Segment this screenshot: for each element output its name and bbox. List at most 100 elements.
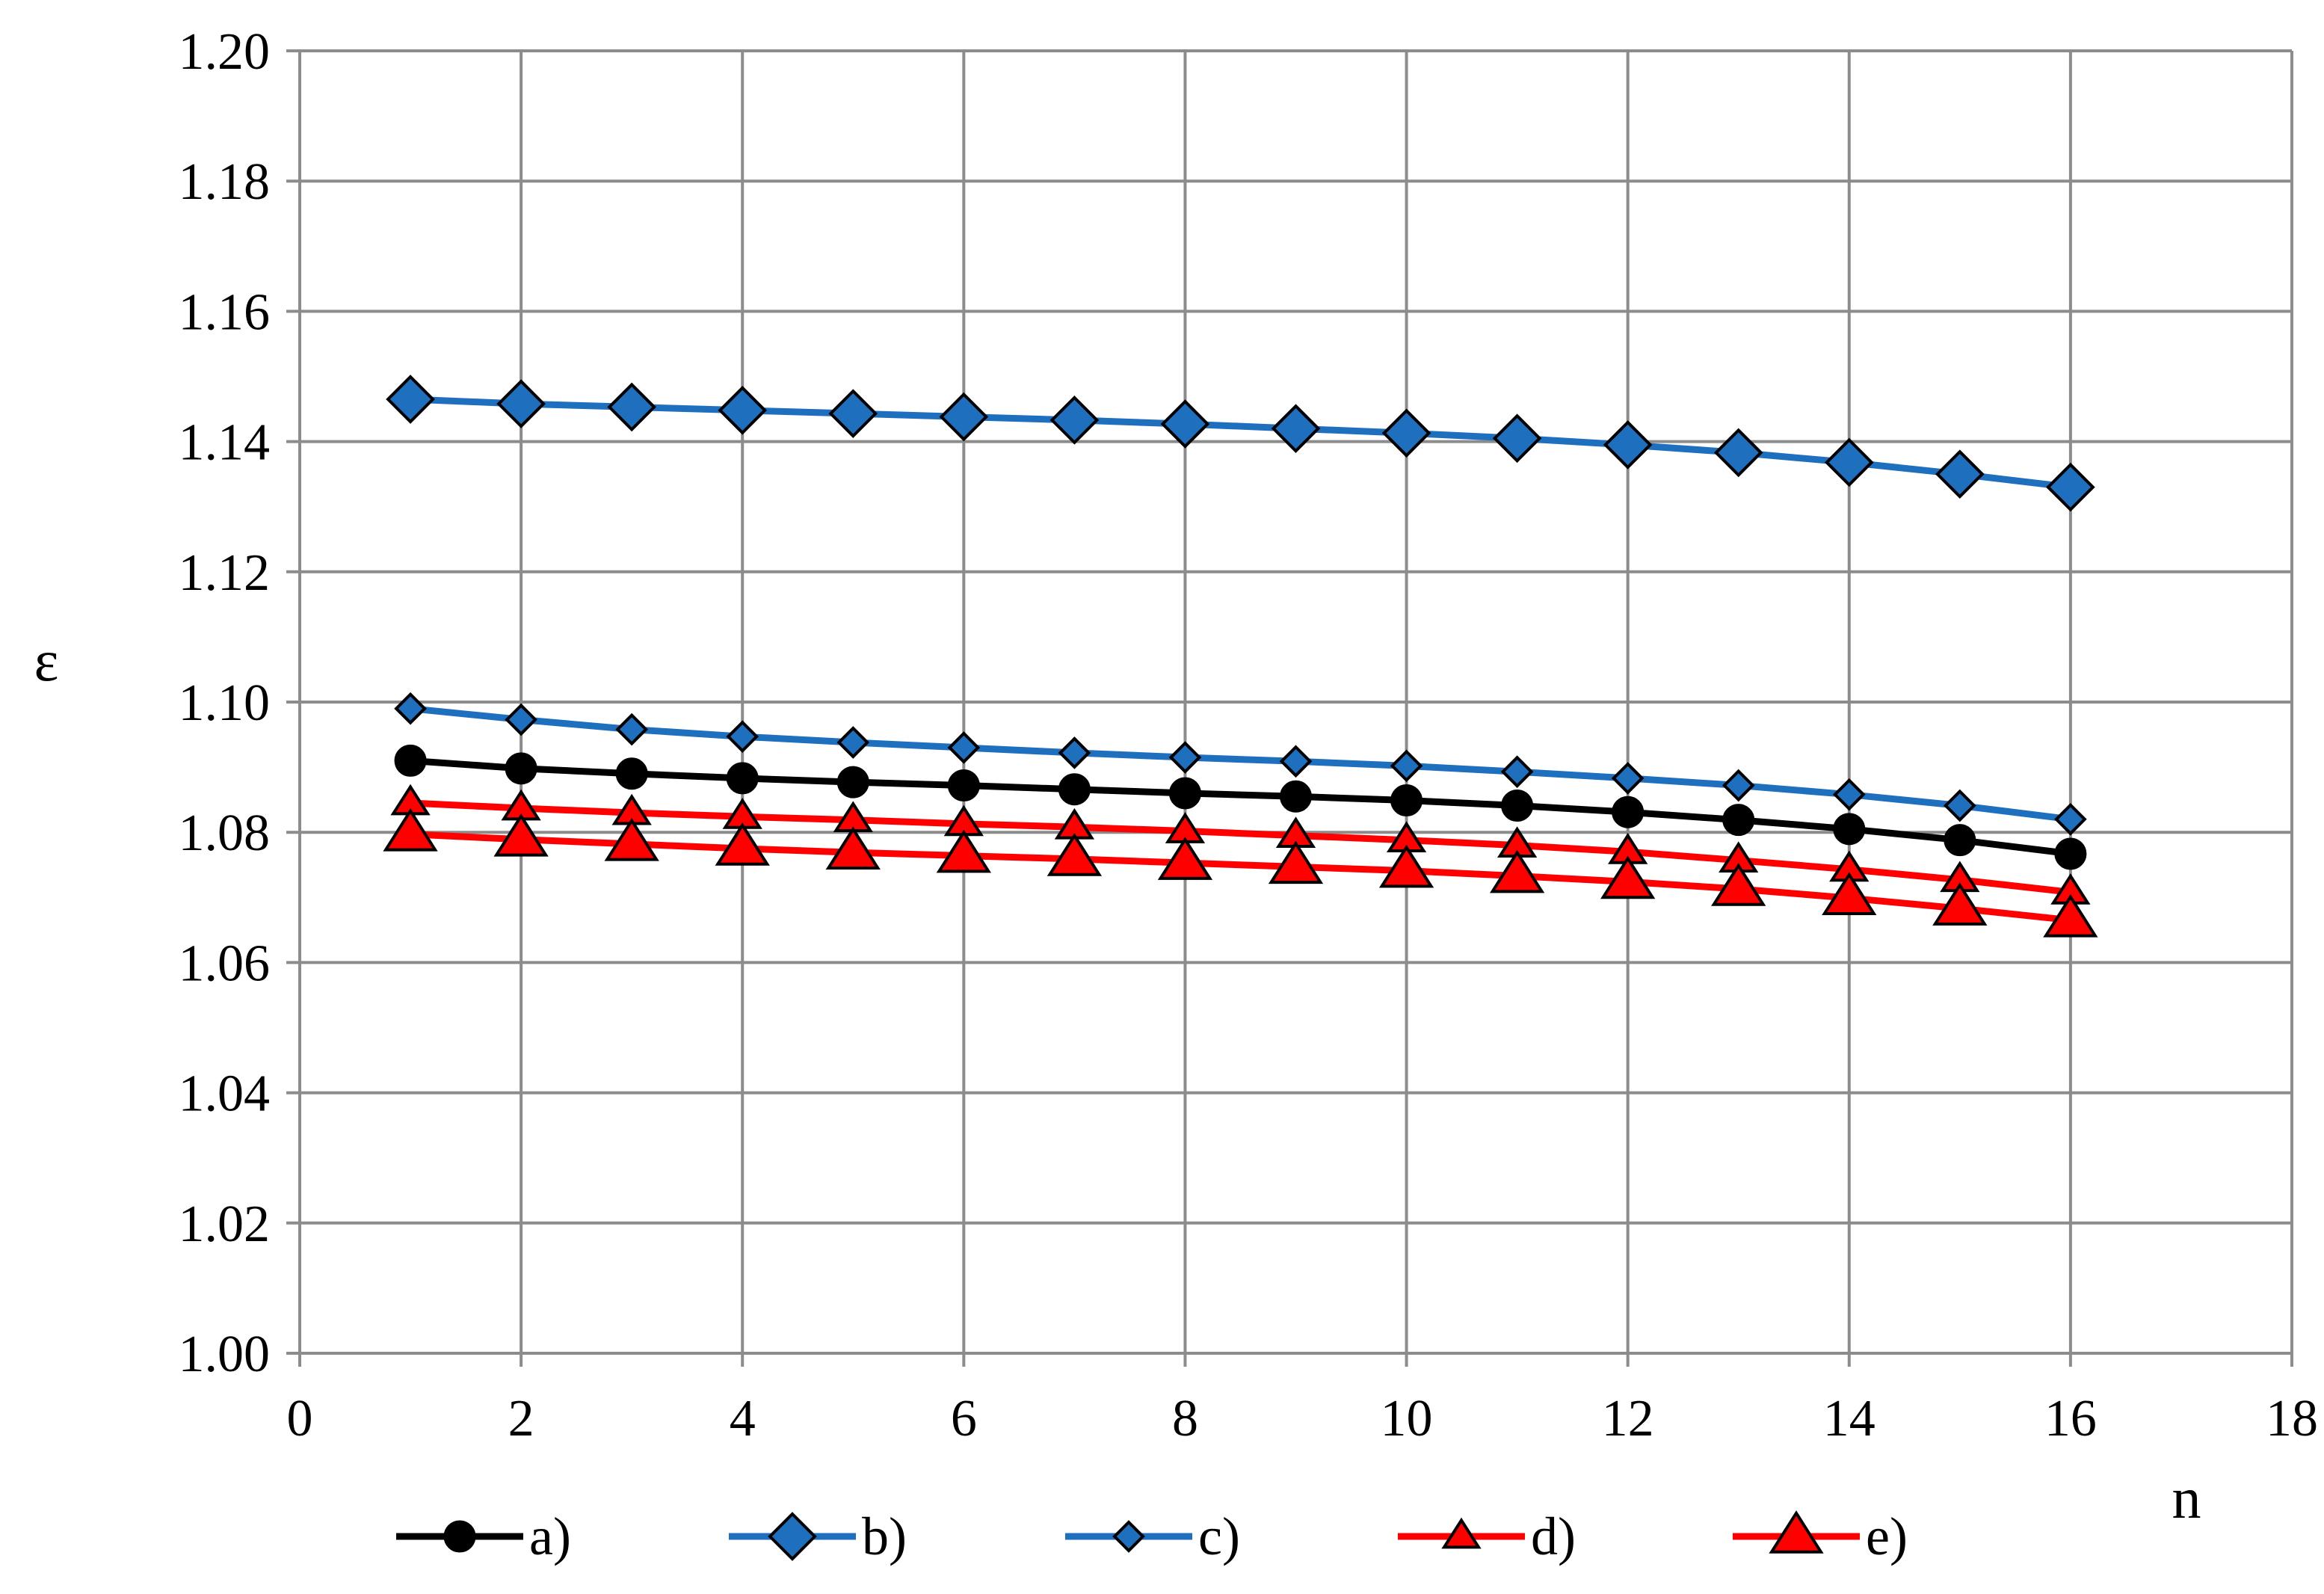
y-tick-label: 1.08 bbox=[179, 804, 271, 862]
series-0-point bbox=[836, 766, 869, 798]
series-0-point bbox=[1390, 784, 1423, 817]
series-line-3 bbox=[410, 799, 2071, 896]
legend-label: e) bbox=[1866, 1507, 1908, 1566]
series-1-point bbox=[1713, 428, 1763, 478]
series-line-2 bbox=[410, 705, 2071, 823]
series-2-point bbox=[505, 703, 537, 736]
series-1-point bbox=[718, 385, 768, 435]
series-1-point bbox=[1935, 449, 1985, 499]
series-2-point bbox=[1611, 762, 1645, 795]
series-2-point bbox=[1279, 745, 1313, 778]
legend-item: a) bbox=[396, 1507, 571, 1566]
x-axis-label: n bbox=[2172, 1465, 2201, 1530]
legend-label: d) bbox=[1531, 1507, 1576, 1566]
series-2-point bbox=[1832, 778, 1866, 811]
series-2-point bbox=[394, 692, 427, 725]
legend-marker bbox=[1112, 1520, 1145, 1553]
series-0-point bbox=[1168, 777, 1201, 810]
series-2-point bbox=[1168, 741, 1202, 774]
y-tick-label: 1.18 bbox=[179, 153, 271, 211]
legend-label: c) bbox=[1198, 1507, 1240, 1566]
x-tick-label: 2 bbox=[508, 1390, 534, 1447]
x-tick-label: 8 bbox=[1172, 1390, 1198, 1447]
series-4-point bbox=[493, 813, 549, 857]
series-2-point bbox=[1722, 769, 1755, 802]
series-4-point bbox=[1157, 837, 1213, 880]
series-4-point bbox=[936, 829, 991, 873]
series-4-point bbox=[1378, 844, 1434, 888]
y-tick-label: 1.06 bbox=[179, 935, 271, 992]
series-0-point bbox=[615, 757, 648, 790]
legend-marker bbox=[443, 1520, 476, 1553]
series-markers bbox=[383, 375, 2098, 938]
series-2-point bbox=[1058, 736, 1091, 769]
legend-item: e) bbox=[1733, 1507, 1908, 1566]
legend-marker bbox=[1769, 1510, 1824, 1554]
x-tick-label: 6 bbox=[951, 1390, 977, 1447]
y-tick-label: 1.02 bbox=[179, 1196, 271, 1253]
x-tick-label: 14 bbox=[1823, 1390, 1875, 1447]
series-1-point bbox=[1050, 396, 1100, 445]
x-tick-label: 10 bbox=[1381, 1390, 1433, 1447]
series-0-point bbox=[1944, 824, 1976, 857]
series-1-point bbox=[1271, 404, 1321, 454]
series-1-point bbox=[496, 379, 546, 428]
series-line-1 bbox=[410, 396, 2071, 491]
y-tick-label: 1.14 bbox=[179, 414, 271, 472]
series-0-point bbox=[947, 769, 980, 801]
series-2-point bbox=[836, 726, 870, 759]
y-tick-label: 1.00 bbox=[179, 1326, 271, 1383]
series-0-point bbox=[726, 762, 759, 795]
series-line-4 bbox=[410, 831, 2071, 924]
series-0-point bbox=[1833, 813, 1866, 846]
y-tick-label: 1.10 bbox=[179, 674, 271, 732]
series-0-point bbox=[394, 744, 427, 777]
series-1-point bbox=[2046, 462, 2095, 512]
series-4-point bbox=[1600, 855, 1656, 899]
legend-label: a) bbox=[529, 1507, 571, 1566]
legend-item: d) bbox=[1398, 1507, 1576, 1566]
series-2-point bbox=[615, 713, 648, 746]
series-0-point bbox=[1501, 789, 1534, 822]
series-1-point bbox=[607, 382, 656, 432]
legend-label: b) bbox=[862, 1507, 907, 1566]
series-4-point bbox=[1822, 872, 1877, 915]
series-4-point bbox=[1932, 882, 1988, 926]
series-0-point bbox=[1722, 804, 1755, 837]
series-2-point bbox=[1500, 755, 1534, 789]
x-tick-label: 0 bbox=[287, 1390, 313, 1447]
series-4-point bbox=[383, 807, 438, 852]
x-tick-label: 16 bbox=[2044, 1390, 2097, 1447]
series-2-point bbox=[2054, 802, 2087, 836]
grid-lines bbox=[286, 49, 2293, 1367]
x-tick-label: 18 bbox=[2266, 1390, 2318, 1447]
series-2-point bbox=[1390, 749, 1423, 783]
x-tick-label: 12 bbox=[1602, 1390, 1654, 1447]
legend: a) b) c) d) e) bbox=[396, 1507, 1908, 1566]
series-4-point bbox=[2043, 893, 2098, 938]
series-1-point bbox=[939, 392, 989, 442]
series-line-0 bbox=[410, 757, 2071, 858]
legend-marker bbox=[768, 1512, 817, 1561]
series-2-point bbox=[947, 731, 981, 764]
series-1-point bbox=[828, 389, 878, 438]
y-tick-label: 1.16 bbox=[179, 283, 271, 341]
series-4-point bbox=[825, 826, 881, 870]
series-4-point bbox=[1047, 832, 1103, 876]
series-0-point bbox=[1280, 780, 1312, 813]
series-0-point bbox=[1058, 773, 1091, 806]
y-tick-label: 1.04 bbox=[179, 1065, 271, 1123]
series-2-point bbox=[726, 720, 759, 753]
series-1-point bbox=[1492, 413, 1542, 464]
series-1-point bbox=[1381, 408, 1431, 458]
legend-item: c) bbox=[1065, 1507, 1240, 1566]
series-1-point bbox=[1160, 399, 1210, 449]
series-0-point bbox=[505, 752, 537, 785]
series-4-point bbox=[1268, 840, 1324, 884]
series-1-point bbox=[1603, 420, 1653, 470]
y-axis-label: ε bbox=[34, 628, 59, 693]
tick-labels: 0 2 4 6 8 10 12 14 16 18 1.00 1.02 1.04 1.06 1.08 1.10 1… bbox=[179, 23, 2319, 1447]
series-0-point bbox=[1612, 796, 1645, 828]
y-tick-label: 1.12 bbox=[179, 544, 271, 602]
